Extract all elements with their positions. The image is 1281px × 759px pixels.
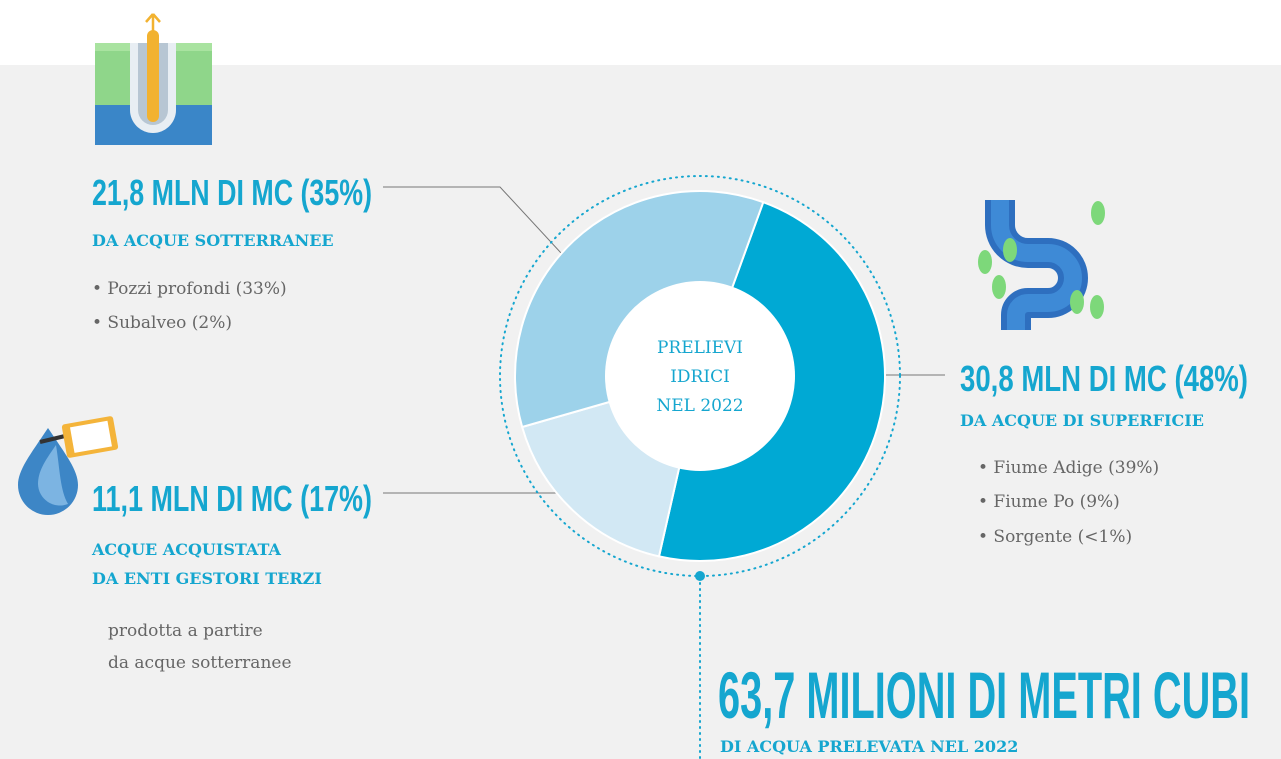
center-label: PRELIEVI [657, 338, 743, 358]
callout-subheading: DA ENTI GESTORI TERZI [92, 569, 322, 588]
callout-item: prodotta a partire [108, 621, 263, 641]
well-icon [95, 14, 212, 145]
callout-item: • Fiume Po (9%) [978, 492, 1120, 512]
center-label: NEL 2022 [656, 396, 743, 416]
connector-dot [695, 571, 705, 581]
callout-heading: 21,8 MLN DI MC (35%) [92, 172, 372, 213]
infographic: PRELIEVI IDRICI NEL 2022 21,8 MLN DI MC … [0, 0, 1281, 759]
callout-subheading: DA ACQUE DI SUPERFICIE [960, 411, 1204, 430]
callout-item: • Subalveo (2%) [92, 313, 232, 333]
total-heading: 63,7 MILIONI DI METRI CUBI [718, 658, 1250, 732]
callout-subheading: ACQUE ACQUISTATA [91, 540, 281, 559]
callout-item: • Fiume Adige (39%) [978, 458, 1159, 478]
callout-item: • Pozzi profondi (33%) [92, 279, 287, 299]
callout-item: da acque sotterranee [108, 653, 292, 673]
total-subheading: DI ACQUA PRELEVATA NEL 2022 [720, 737, 1018, 756]
callout-heading: 11,1 MLN DI MC (17%) [92, 478, 372, 519]
callout-heading: 30,8 MLN DI MC (48%) [960, 358, 1248, 399]
callout-subheading: DA ACQUE SOTTERRANEE [92, 231, 334, 250]
center-label: IDRICI [670, 367, 730, 387]
callout-item: • Sorgente (<1%) [978, 527, 1132, 547]
page: {"chart_data": {"type": "donut", "center… [0, 0, 1281, 759]
